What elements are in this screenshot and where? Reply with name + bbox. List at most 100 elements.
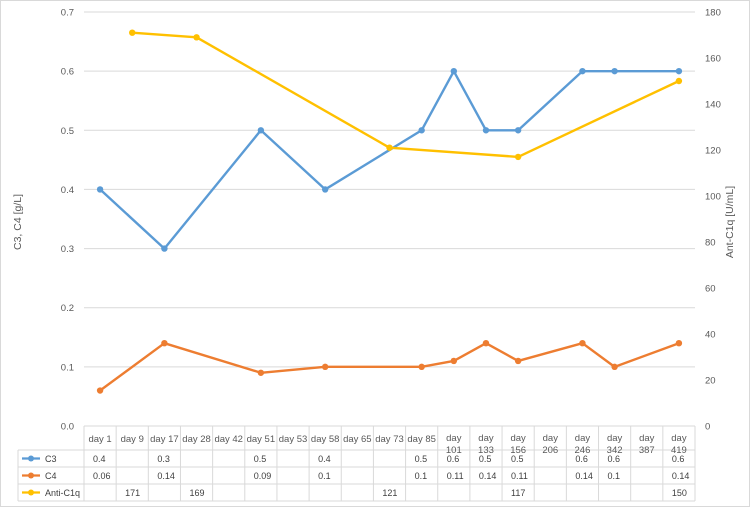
table-cell-value: 117 <box>511 488 525 498</box>
table-cell-value: 0.14 <box>672 471 690 481</box>
x-tick-label-line: day <box>510 433 526 444</box>
x-tick-label-line: day <box>607 433 623 444</box>
data-point <box>611 363 618 371</box>
x-tick-label: day 85 <box>407 434 436 445</box>
x-tick-label: day 51 <box>247 434 276 445</box>
x-tick-label: day 342 <box>607 433 623 456</box>
data-point <box>514 127 522 134</box>
table-cell-value: 0.3 <box>157 454 170 464</box>
table-cell-value: 0.5 <box>479 454 492 464</box>
x-tick-label-line: 156 <box>510 445 526 456</box>
table-cell-value: 169 <box>189 488 204 498</box>
right-axis-ticks: 0 20 40 60 80 100 120 140 160 180 <box>705 8 721 433</box>
table-cell-value: 0.4 <box>318 454 331 464</box>
x-tick-label-line: day <box>575 433 591 444</box>
data-point <box>579 340 586 347</box>
x-tick-label: day 28 <box>182 434 211 445</box>
x-tick-label: day 9 <box>121 434 144 445</box>
x-tick-label: day 156 <box>510 433 526 456</box>
x-tick-label-line: day <box>543 433 559 444</box>
data-point <box>193 34 200 41</box>
y-tick-label: 0.4 <box>61 185 74 196</box>
x-tick-label-line: day <box>446 433 462 444</box>
legend-entry: Anti-C1q <box>45 488 80 498</box>
y-tick-label: 0.5 <box>61 126 74 137</box>
table-cell-value: 0.14 <box>575 471 593 481</box>
data-point <box>450 67 458 75</box>
legend-key-marker <box>28 455 34 462</box>
data-point <box>257 127 265 134</box>
y2-axis-title: Ant-C1q [U/mL] <box>724 186 736 258</box>
x-tick-label-line: 101 <box>446 445 462 456</box>
table-cell-value: 0.1 <box>608 471 621 481</box>
gridlines <box>83 11 696 501</box>
y2-tick-label: 180 <box>705 8 721 19</box>
data-point <box>161 340 168 347</box>
y-tick-label: 0.3 <box>61 244 74 255</box>
legend-key-marker <box>28 472 34 479</box>
data-table: day 1 day 9 day 17 day 28 day 42 day 51 day 53… <box>17 433 695 502</box>
x-tick-label-line: day <box>671 433 687 444</box>
x-tick-label: day 1 <box>88 434 111 445</box>
data-point <box>675 67 683 75</box>
table-cell-value: 150 <box>672 488 687 498</box>
data-point <box>96 387 104 394</box>
x-tick-label-line: 419 <box>671 445 687 456</box>
data-point <box>482 127 490 134</box>
data-point <box>675 340 683 347</box>
table-cell-value: 0.4 <box>93 454 106 464</box>
y2-tick-label: 100 <box>705 192 721 203</box>
table-cell-value: 171 <box>125 488 140 498</box>
x-tick-label: day 42 <box>214 434 243 445</box>
y2-tick-label: 140 <box>705 100 721 111</box>
table-cell-value: 0.11 <box>447 471 464 481</box>
legend-entry: C3 <box>45 454 57 464</box>
table-cell-value: 0.09 <box>254 471 272 481</box>
x-tick-label: day 133 <box>478 433 494 456</box>
x-tick-label: day 246 <box>575 433 591 456</box>
table-cell-value: 0.14 <box>157 471 175 481</box>
table-cell-value: 0.14 <box>479 471 497 481</box>
x-tick-label-line: 206 <box>542 445 558 456</box>
y2-tick-label: 160 <box>705 54 721 65</box>
y-tick-label: 0.0 <box>61 422 74 433</box>
data-point <box>418 127 425 134</box>
x-tick-label-line: day <box>639 433 655 444</box>
x-tick-label: day 17 <box>150 434 179 445</box>
left-axis-ticks: 0.0 0.1 0.2 0.3 0.4 0.5 0.6 0.7 <box>61 8 74 433</box>
x-tick-label: day 387 <box>639 433 655 456</box>
y-tick-label: 0.7 <box>61 8 74 19</box>
data-point <box>96 186 104 193</box>
table-cell-value: 0.6 <box>608 454 621 464</box>
x-tick-label-line: 387 <box>639 445 655 456</box>
data-point <box>418 363 425 371</box>
y2-tick-label: 60 <box>705 284 716 295</box>
data-point <box>129 29 136 36</box>
data-point <box>321 186 329 193</box>
table-cell-value: 0.1 <box>318 471 331 481</box>
x-tick-label-line: day <box>478 433 494 444</box>
table-cell-value: 0.6 <box>672 454 685 464</box>
y2-tick-label: 40 <box>705 330 716 341</box>
x-tick-label-line: 133 <box>478 445 494 456</box>
table-cell-value: 0.1 <box>415 471 428 481</box>
y2-tick-label: 0 <box>705 422 710 433</box>
x-tick-label: day 206 <box>542 433 558 456</box>
x-tick-label: day 53 <box>279 434 308 445</box>
x-tick-label: day 65 <box>343 434 372 445</box>
y-axis-title: C3, C4 [g/L] <box>12 194 24 250</box>
data-point <box>514 153 522 161</box>
y-tick-label: 0.1 <box>61 362 74 373</box>
legend-key-marker <box>28 489 34 496</box>
y-tick-label: 0.2 <box>61 303 74 314</box>
legend-entry: C4 <box>45 471 57 481</box>
data-point <box>386 144 393 151</box>
data-point <box>450 357 458 365</box>
table-cell-value: 0.5 <box>415 454 428 464</box>
data-point <box>579 67 586 75</box>
x-tick-label: day 419 <box>671 433 687 456</box>
data-point <box>257 369 265 376</box>
data-point <box>321 363 329 371</box>
